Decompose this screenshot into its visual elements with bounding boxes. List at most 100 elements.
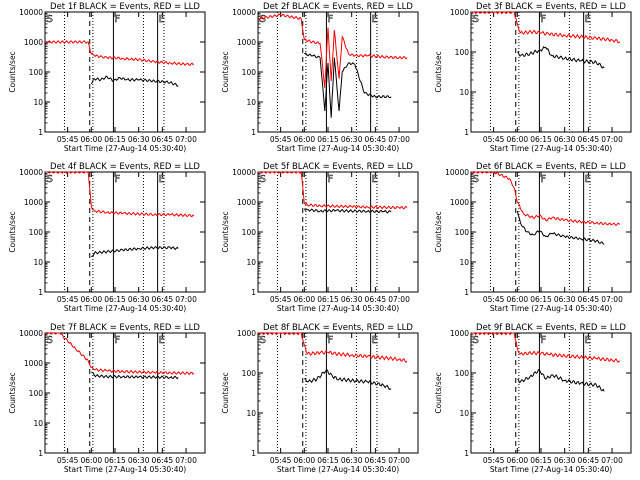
y-tick-label: 100 [29, 68, 44, 77]
x-tick-label: 07:00 [175, 295, 197, 304]
interval-marker-e: E [372, 335, 378, 346]
x-tick-label: 06:30 [554, 456, 576, 465]
detector-panel-4: Det 4f BLACK = Events, RED = LLD 1 10 100 10… [8, 162, 206, 313]
y-tick-label: 1 [464, 288, 469, 297]
interval-marker-f: F [327, 14, 333, 25]
y-tick-label: 10 [246, 98, 256, 107]
y-tick-label: 1 [38, 288, 43, 297]
x-tick-label: 06:45 [152, 295, 174, 304]
y-tick-label: 100 [242, 228, 257, 237]
interval-marker-e: E [585, 14, 591, 25]
interval-marker-f: F [540, 335, 546, 346]
x-axis-label: Start Time (27-Aug-14 05:30:40) [64, 144, 186, 153]
y-tick-label: 1 [464, 449, 469, 458]
y-tick-label: 10 [459, 88, 469, 97]
x-tick-label: 06:30 [341, 456, 363, 465]
plot-title: Det 3f BLACK = Events, RED = LLD [476, 2, 626, 12]
y-tick-label: 1 [38, 449, 43, 458]
series-line-lld [258, 170, 408, 210]
x-tick-label: 07:00 [601, 135, 623, 144]
y-tick-label: 10000 [19, 8, 43, 17]
detector-panel-9: Det 9f BLACK = Events, RED = LLD 1 10 100 10… [434, 323, 632, 474]
x-tick-label: 06:45 [365, 135, 387, 144]
y-axis-label: Counts/sec [221, 51, 230, 92]
x-tick-label: 06:45 [365, 456, 387, 465]
interval-marker-e: E [372, 14, 378, 25]
x-tick-label: 07:00 [388, 135, 410, 144]
x-tick-label: 06:45 [365, 295, 387, 304]
interval-marker-e: E [159, 174, 165, 185]
y-tick-label: 1000 [24, 359, 43, 368]
x-axis-label: Start Time (27-Aug-14 05:30:40) [490, 144, 612, 153]
x-tick-label: 05:45 [57, 295, 79, 304]
series-line-events [303, 52, 392, 118]
plot-frame [257, 332, 419, 454]
x-tick-label: 06:45 [578, 135, 600, 144]
interval-marker-e: E [585, 335, 591, 346]
x-tick-label: 06:00 [507, 456, 529, 465]
x-axis-label: Start Time (27-Aug-14 05:30:40) [64, 465, 186, 474]
y-tick-label: 10000 [232, 168, 256, 177]
y-axis-label: Counts/sec [434, 372, 443, 413]
x-tick-label: 05:45 [483, 295, 505, 304]
y-tick-label: 100 [242, 369, 257, 378]
y-tick-label: 10 [459, 258, 469, 267]
series-line-events [90, 75, 179, 87]
plot-title: Det 6f BLACK = Events, RED = LLD [476, 162, 626, 172]
x-tick-label: 06:30 [128, 295, 150, 304]
y-tick-label: 10000 [19, 168, 43, 177]
interval-marker-s: S [47, 14, 53, 25]
x-tick-label: 06:15 [104, 456, 126, 465]
y-axis-label: Counts/sec [434, 51, 443, 92]
interval-marker-s: S [473, 14, 479, 25]
y-tick-label: 10 [246, 409, 256, 418]
y-tick-label: 1 [251, 449, 256, 458]
x-tick-label: 05:45 [270, 295, 292, 304]
plot-title: Det 4f BLACK = Events, RED = LLD [50, 162, 200, 172]
series-line-events [91, 245, 179, 258]
series-line-lld [45, 332, 195, 376]
y-axis-label: Counts/sec [434, 211, 443, 252]
y-tick-label: 1000 [24, 198, 43, 207]
x-tick-label: 06:30 [554, 135, 576, 144]
x-tick-label: 05:45 [270, 456, 292, 465]
interval-marker-e: E [159, 335, 165, 346]
y-tick-label: 1000 [24, 38, 43, 47]
x-tick-label: 05:45 [57, 456, 79, 465]
detector-panel-5: Det 5f BLACK = Events, RED = LLD 1 10 100 10… [221, 162, 419, 313]
detector-panel-8: Det 8f BLACK = Events, RED = LLD 1 10 100 10… [221, 323, 419, 474]
x-tick-label: 06:00 [507, 295, 529, 304]
detector-panel-7: Det 7f BLACK = Events, RED = LLD 1 10 100 10… [8, 323, 206, 474]
y-tick-label: 1 [251, 128, 256, 137]
interval-marker-e: E [372, 174, 378, 185]
interval-marker-f: F [114, 14, 120, 25]
x-tick-label: 06:30 [128, 456, 150, 465]
y-tick-label: 10 [33, 98, 43, 107]
x-tick-label: 06:30 [341, 295, 363, 304]
x-tick-label: 06:00 [294, 135, 316, 144]
series-line-events [303, 208, 392, 214]
y-axis-label: Counts/sec [221, 211, 230, 252]
x-tick-label: 07:00 [601, 456, 623, 465]
plot-title: Det 2f BLACK = Events, RED = LLD [263, 2, 413, 12]
y-tick-label: 1 [464, 128, 469, 137]
x-tick-label: 06:15 [530, 295, 552, 304]
y-axis-label: Counts/sec [8, 211, 17, 252]
x-tick-label: 06:15 [104, 295, 126, 304]
plot-title: Det 8f BLACK = Events, RED = LLD [263, 323, 413, 333]
series-line-lld [45, 171, 195, 218]
y-tick-label: 10 [33, 419, 43, 428]
x-tick-label: 06:45 [152, 456, 174, 465]
plot-frame [470, 11, 632, 133]
x-tick-label: 06:30 [554, 295, 576, 304]
y-tick-label: 100 [242, 68, 257, 77]
y-tick-label: 100 [29, 228, 44, 237]
detector-panel-3: Det 3f BLACK = Events, RED = LLD 1 10 100 10… [434, 2, 632, 153]
x-tick-label: 06:15 [317, 295, 339, 304]
y-tick-label: 1000 [237, 38, 256, 47]
x-axis-label: Start Time (27-Aug-14 05:30:40) [277, 144, 399, 153]
plot-title: Det 9f BLACK = Events, RED = LLD [476, 323, 626, 333]
x-tick-label: 06:00 [294, 295, 316, 304]
